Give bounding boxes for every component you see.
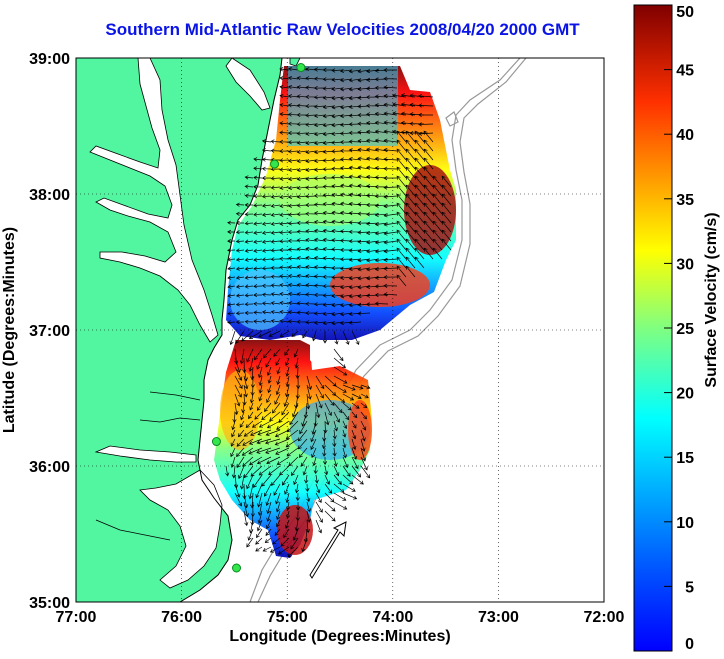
coverage-gap xyxy=(310,342,330,368)
colorbar-tick-label: 30 xyxy=(676,256,694,273)
colorbar-tick-label: 5 xyxy=(685,579,694,596)
x-tick-label: 74:00 xyxy=(372,609,413,626)
y-tick-label: 39:00 xyxy=(29,51,70,68)
colorbar-tick-label: 35 xyxy=(676,192,694,209)
chesapeake-bay xyxy=(89,58,219,343)
colorbar-tick-label: 45 xyxy=(676,63,694,80)
delaware-bay xyxy=(225,58,271,111)
radar-station-marker xyxy=(211,437,221,447)
radar-station-marker xyxy=(296,63,306,73)
y-axis-ticks: 39:00 38:00 37:00 36:00 35:00 xyxy=(29,51,70,612)
colorbar-tick-label: 20 xyxy=(676,386,694,403)
plot-frame xyxy=(75,57,605,603)
grid-lines xyxy=(76,58,604,602)
x-tick-label: 77:00 xyxy=(56,609,97,626)
nc-rivers xyxy=(95,391,201,541)
land-mass xyxy=(76,58,282,602)
colorbar-tick-label: 10 xyxy=(676,515,694,532)
y-tick-label: 35:00 xyxy=(29,595,70,612)
velocity-arrows xyxy=(225,66,452,558)
radar-stations xyxy=(211,63,306,573)
pamlico-sound xyxy=(139,469,223,589)
y-axis-label: Latitude (Degrees:Minutes) xyxy=(1,227,18,433)
y-tick-label: 36:00 xyxy=(29,459,70,476)
y-tick-label: 38:00 xyxy=(29,187,70,204)
x-tick-label: 75:00 xyxy=(267,609,308,626)
colorbar-label: Surface Velocity (cm/s) xyxy=(703,212,720,387)
map-title: Southern Mid-Atlantic Raw Velocities 200… xyxy=(105,20,580,39)
radar-station-marker xyxy=(232,563,242,573)
x-tick-label: 72:00 xyxy=(584,609,625,626)
colorbar-tick-label: 0 xyxy=(685,636,694,653)
colorbar-tick-label: 50 xyxy=(676,4,694,21)
albemarle-sound xyxy=(94,445,197,463)
x-tick-label: 76:00 xyxy=(161,609,202,626)
colorbar-tick-label: 15 xyxy=(676,450,694,467)
radar-station-marker xyxy=(270,159,280,169)
coastline xyxy=(179,58,283,602)
y-tick-label: 37:00 xyxy=(29,323,70,340)
x-axis-ticks: 77:00 76:00 75:00 74:00 73:00 72:00 xyxy=(56,609,625,626)
x-axis-label: Longitude (Degrees:Minutes) xyxy=(229,628,450,645)
colorbar-tick-label: 40 xyxy=(676,127,694,144)
x-tick-label: 73:00 xyxy=(478,609,519,626)
colorbar-tick-label: 25 xyxy=(676,321,694,338)
scale-vector xyxy=(309,521,347,579)
